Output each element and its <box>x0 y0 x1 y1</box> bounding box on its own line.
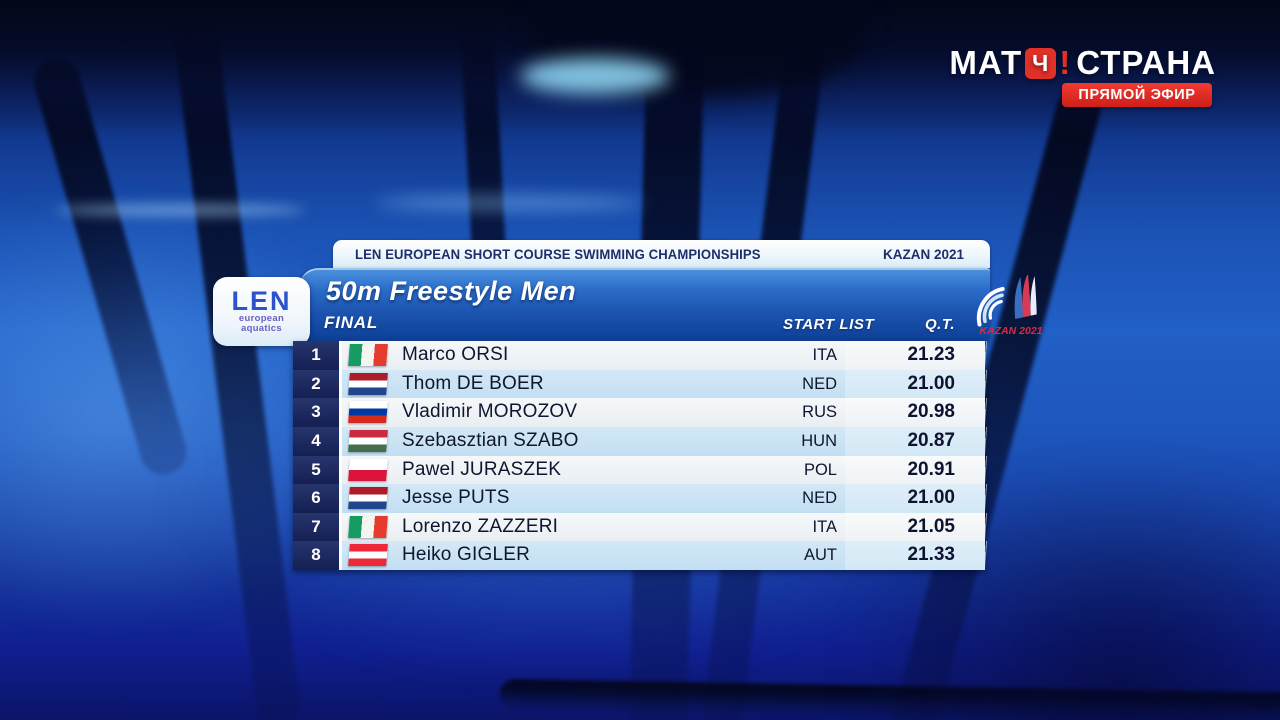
flag-icon <box>348 544 388 567</box>
qualifying-time: 21.33 <box>845 541 985 570</box>
athlete-name: Jesse PUTS <box>402 487 510 509</box>
live-badge: ПРЯМОЙ ЭФИР <box>1062 83 1212 107</box>
flag-icon <box>348 458 388 481</box>
lane-number: 2 <box>293 369 339 399</box>
start-list-table: 1 Marco ORSI ITA 21.23 2 Thom DE BOER NE… <box>293 341 985 570</box>
country-code: HUN <box>801 431 837 450</box>
qualifying-time: 21.00 <box>845 484 985 513</box>
len-logo: LEN european aquatics <box>213 277 310 346</box>
flag-icon <box>348 372 388 395</box>
table-row: 8 Heiko GIGLER AUT 21.33 <box>292 541 986 570</box>
country-code: POL <box>803 460 837 479</box>
flag-icon <box>348 344 388 367</box>
athlete-name: Marco ORSI <box>402 344 509 366</box>
qualifying-time-label: Q.T. <box>925 316 956 333</box>
table-row: 3 Vladimir MOROZOV RUS 20.98 <box>292 398 986 427</box>
championship-location: KAZAN 2021 <box>882 246 964 262</box>
athlete-name: Pawel JURASZEK <box>402 458 562 480</box>
event-title: 50m Freestyle Men <box>326 276 577 306</box>
flag-icon <box>348 430 388 453</box>
kazan-2021-logo: KAZAN 2021 <box>976 275 1043 337</box>
qualifying-time: 21.23 <box>845 341 985 370</box>
broadcaster-exclamation: ! <box>1059 44 1072 81</box>
flag-icon <box>348 487 388 510</box>
kazan-logo-text: KAZAN 2021 <box>979 325 1042 337</box>
broadcaster-logo-right: СТРАНА <box>1076 44 1216 81</box>
qualifying-time: 20.87 <box>845 426 985 456</box>
championship-title: LEN EUROPEAN SHORT COURSE SWIMMING CHAMP… <box>355 246 761 262</box>
table-row: 5 Pawel JURASZEK POL 20.91 <box>292 455 986 485</box>
round-label: FINAL <box>324 313 379 332</box>
broadcaster-ch-icon: Ч <box>1025 47 1057 79</box>
country-code: ITA <box>812 345 837 364</box>
start-list-label: START LIST <box>783 316 875 333</box>
len-logo-text: LEN <box>231 286 292 316</box>
country-code: RUS <box>802 403 837 422</box>
len-logo-subtext: european aquatics <box>238 313 285 334</box>
athlete-name: Heiko GIGLER <box>402 544 531 566</box>
lane-number: 3 <box>293 398 339 427</box>
athlete-name: Thom DE BOER <box>402 372 544 394</box>
athlete-name: Vladimir MOROZOV <box>402 401 578 423</box>
lane-number: 8 <box>293 541 339 570</box>
qualifying-time: 21.05 <box>845 512 985 542</box>
athlete-name: Lorenzo ZAZZERI <box>402 516 559 538</box>
country-code: NED <box>802 488 837 507</box>
table-row: 1 Marco ORSI ITA 21.23 <box>292 341 986 370</box>
flag-icon <box>348 401 388 424</box>
lane-number: 5 <box>293 455 339 485</box>
event-header: 50m Freestyle Men FINAL START LIST Q.T. <box>300 268 990 341</box>
country-code: ITA <box>812 517 837 536</box>
broadcaster-logo-left: МАТ <box>949 44 1023 81</box>
country-code: NED <box>802 374 837 393</box>
lane-number: 1 <box>293 341 339 370</box>
qualifying-time: 20.91 <box>845 455 985 485</box>
qualifying-time: 21.00 <box>845 369 985 399</box>
lane-number: 4 <box>293 426 339 456</box>
table-row: 2 Thom DE BOER NED 21.00 <box>292 369 986 399</box>
athlete-name: Szebasztian SZABO <box>402 430 579 452</box>
championship-strip: LEN EUROPEAN SHORT COURSE SWIMMING CHAMP… <box>333 240 990 268</box>
broadcaster-logo: МАТ Ч ! СТРАНА <box>949 44 1216 82</box>
lane-number: 7 <box>293 512 339 542</box>
table-row: 6 Jesse PUTS NED 21.00 <box>292 484 986 513</box>
table-row: 4 Szebasztian SZABO HUN 20.87 <box>292 426 986 456</box>
table-row: 7 Lorenzo ZAZZERI ITA 21.05 <box>292 512 986 542</box>
country-code: AUT <box>804 546 837 565</box>
lane-number: 6 <box>293 484 339 513</box>
qualifying-time: 20.98 <box>845 398 985 427</box>
flag-icon <box>348 516 388 539</box>
